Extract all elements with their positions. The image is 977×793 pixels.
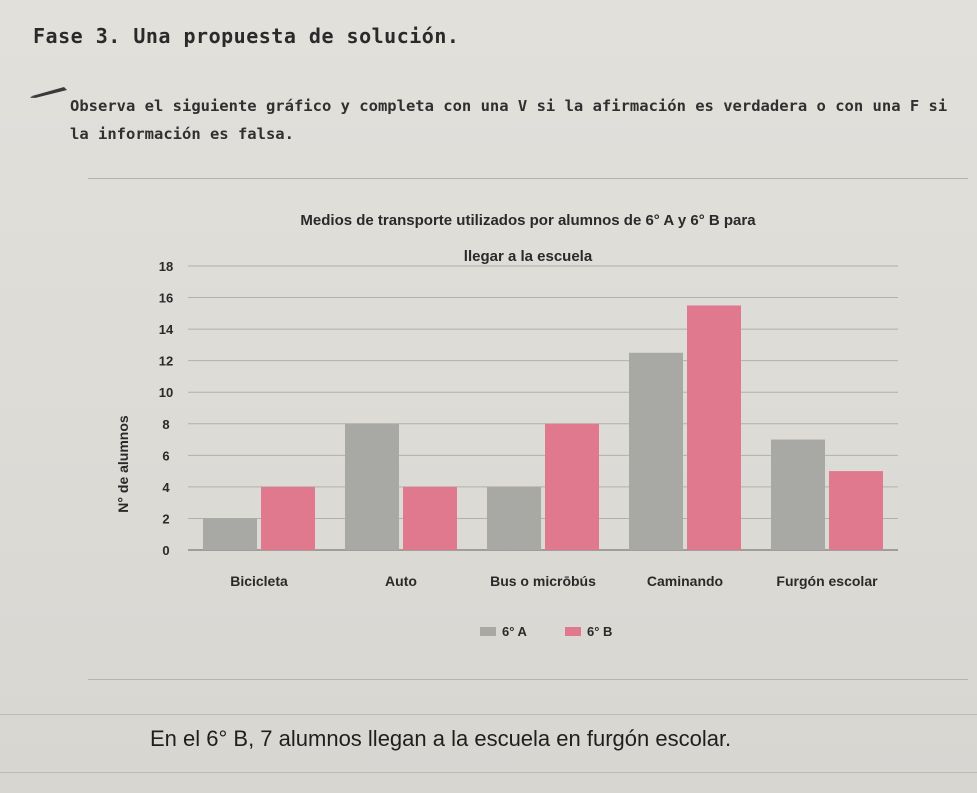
legend-label: 6° A: [502, 624, 528, 639]
y-tick-label: 16: [159, 291, 173, 306]
phase-heading: Fase 3. Una propuesta de solución.: [33, 24, 460, 48]
y-tick-label: 18: [159, 259, 173, 274]
bar: [771, 439, 825, 550]
legend-swatch: [565, 627, 581, 636]
legend-label: 6° B: [587, 624, 612, 639]
y-tick-label: 14: [159, 322, 174, 337]
x-tick-label: Bus o micrōbús: [490, 573, 596, 589]
bar: [545, 423, 599, 550]
bar-chart: Medios de transporte utilizados por alum…: [115, 212, 898, 639]
x-tick-label: Bicicleta: [230, 573, 288, 589]
x-tick-label: Caminando: [647, 573, 723, 589]
chart-frame: Medios de transporte utilizados por alum…: [88, 178, 968, 680]
chart-title-line1: Medios de transporte utilizados por alum…: [300, 212, 756, 229]
chart-title-line2: llegar a la escuela: [464, 248, 593, 265]
bar: [203, 518, 257, 550]
answer-line-bottom: [0, 772, 977, 773]
pencil-icon: [30, 87, 67, 98]
y-tick-label: 10: [159, 385, 173, 400]
bar: [487, 486, 541, 550]
legend-swatch: [480, 627, 496, 636]
y-tick-label: 8: [162, 417, 169, 432]
answer-line-top: [0, 714, 977, 715]
bar: [687, 305, 741, 550]
x-tick-label: Auto: [385, 573, 417, 589]
bar: [829, 471, 883, 550]
bar: [261, 486, 315, 550]
y-tick-label: 2: [162, 511, 169, 526]
bar: [629, 352, 683, 550]
statement-text: En el 6° B, 7 alumnos llegan a la escuel…: [150, 726, 732, 751]
y-tick-label: 4: [162, 480, 170, 495]
y-tick-label: 0: [162, 543, 169, 558]
y-tick-label: 12: [159, 354, 173, 369]
instruction-text: Observa el siguiente gráfico y completa …: [70, 97, 948, 143]
bar: [345, 423, 399, 550]
x-tick-label: Furgón escolar: [776, 573, 878, 589]
y-axis-label: N° de alumnos: [115, 415, 131, 513]
y-tick-label: 6: [162, 448, 169, 463]
bar: [403, 486, 457, 550]
